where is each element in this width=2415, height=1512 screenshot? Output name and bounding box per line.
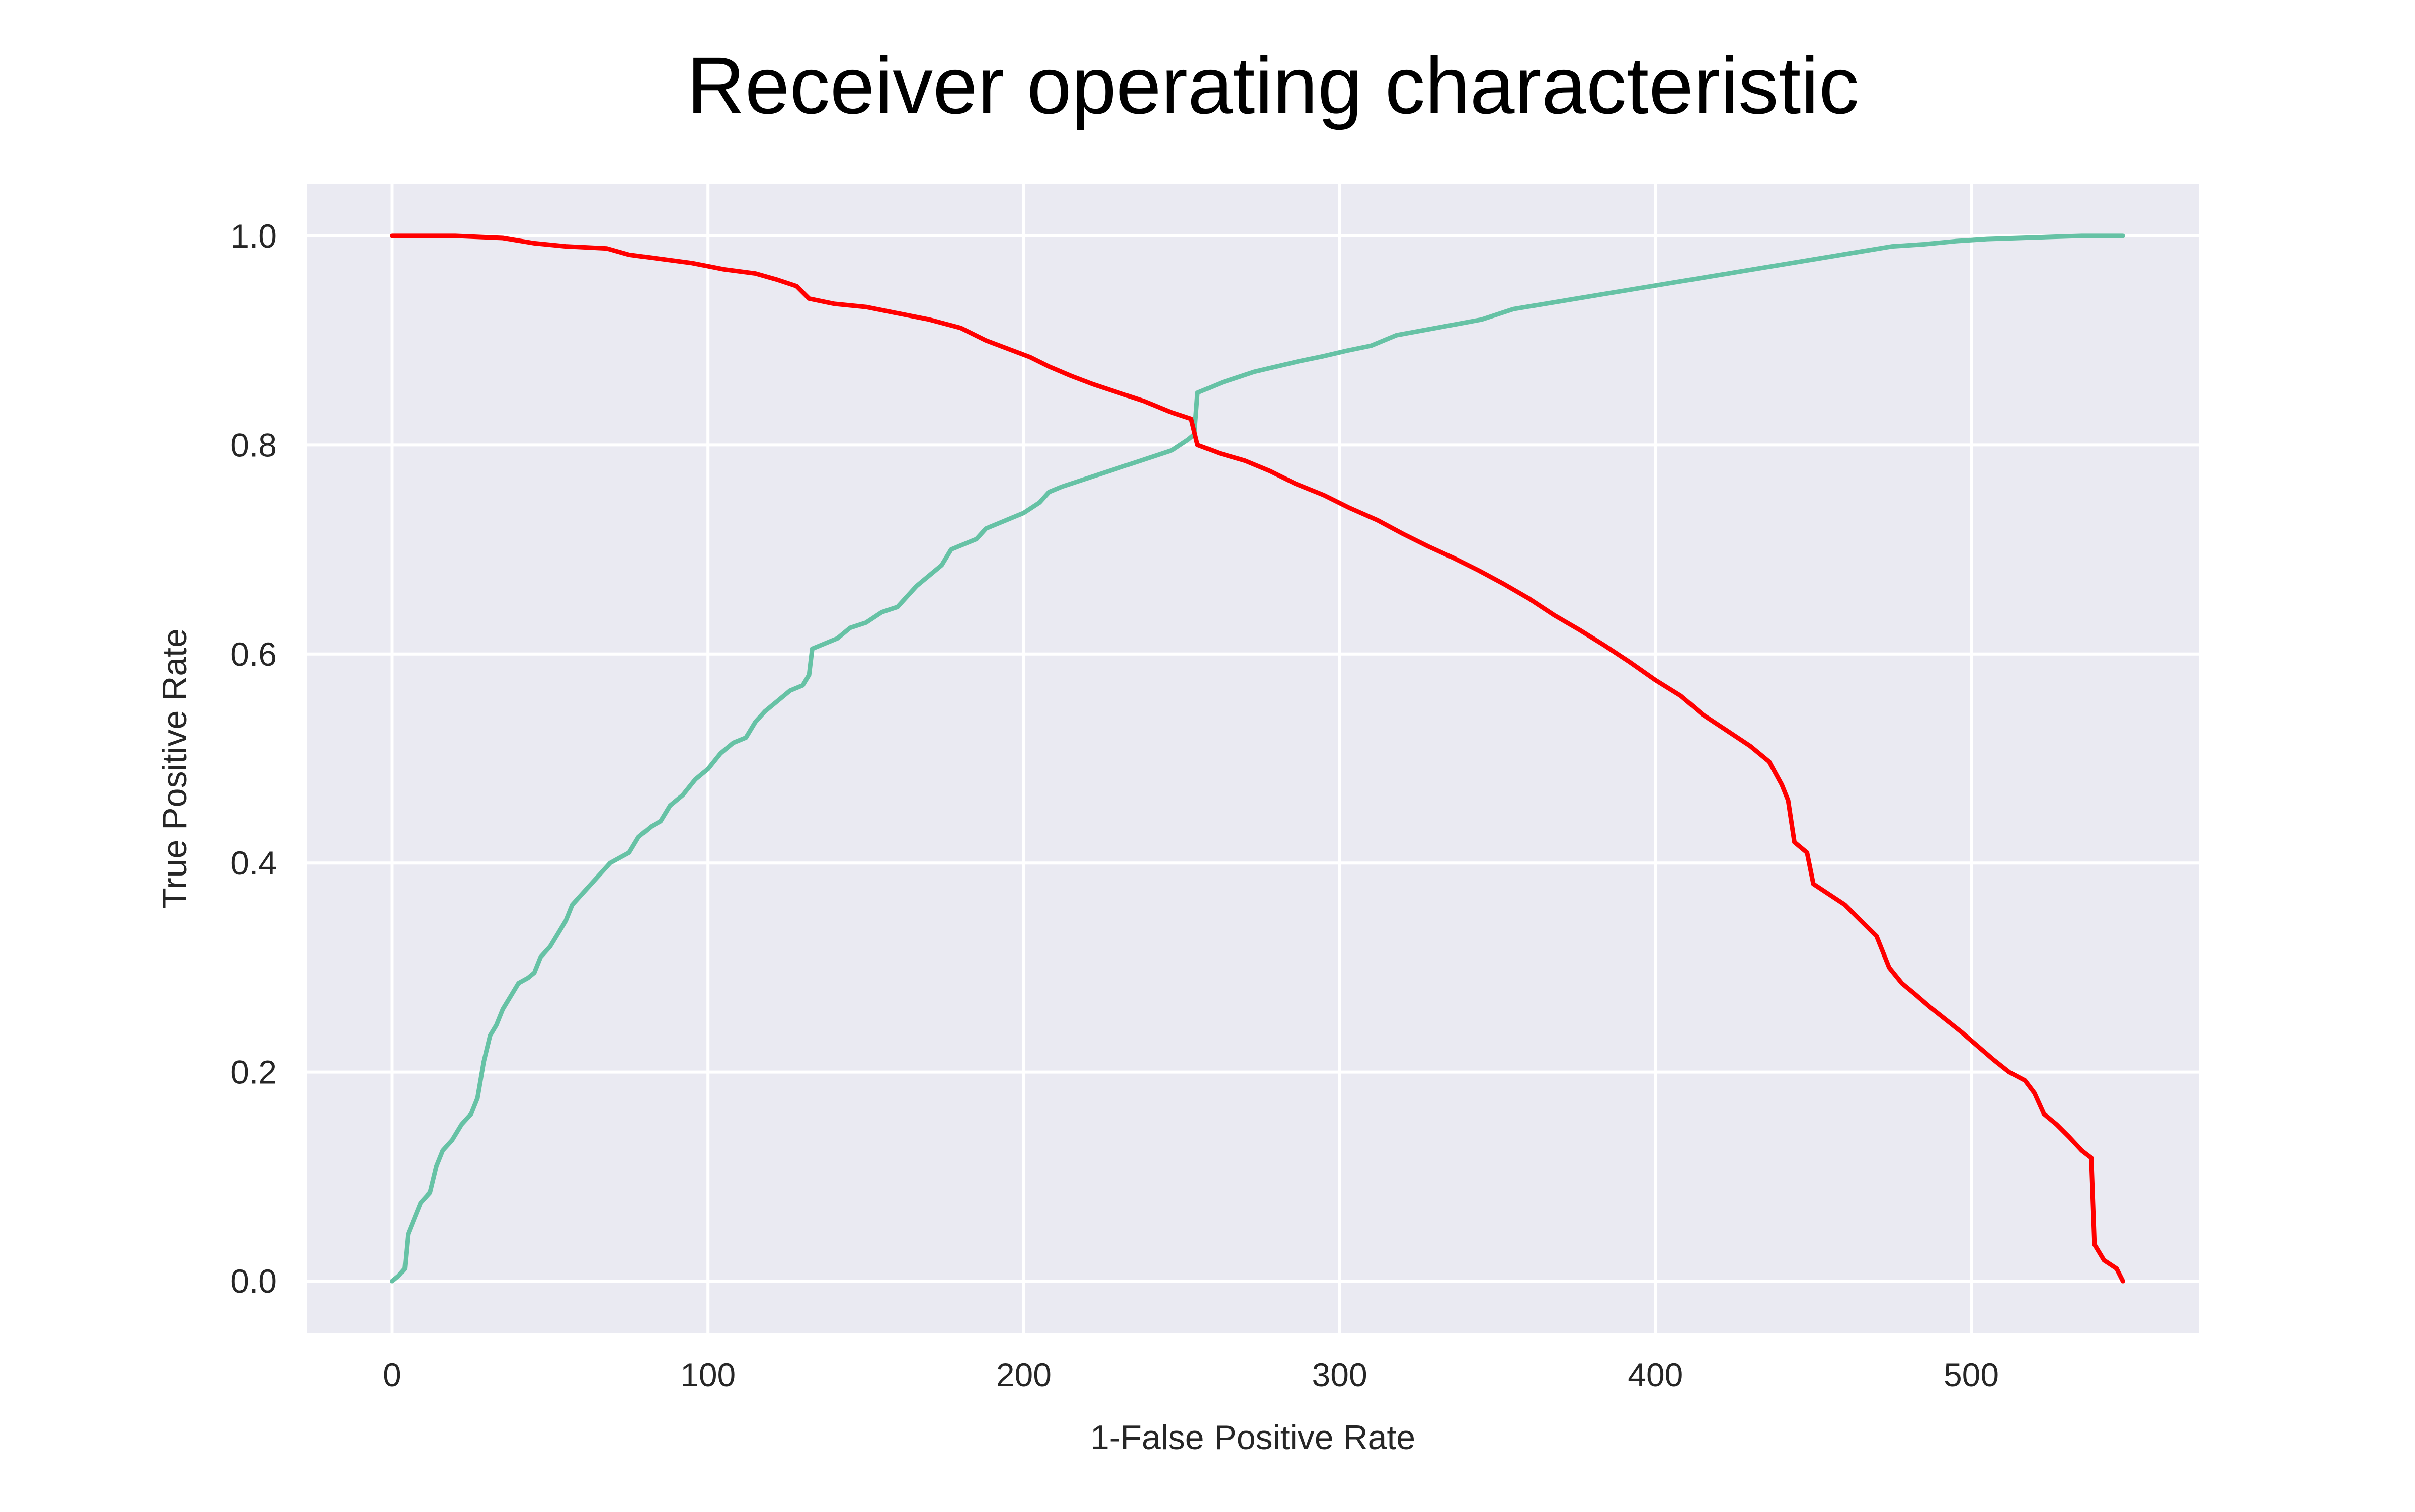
chart-title: Receiver operating characteristic — [687, 40, 1859, 130]
plot-background — [307, 184, 2199, 1333]
y-axis-label: True Positive Rate — [155, 628, 194, 909]
series-layer — [390, 233, 2125, 1284]
series-line-red — [390, 233, 2125, 1284]
y-tick-label: 0.6 — [230, 635, 277, 673]
series-line-green — [390, 233, 2125, 1284]
x-tick-label: 500 — [1944, 1356, 1999, 1393]
x-tick-label: 200 — [996, 1356, 1052, 1393]
x-tick-label: 400 — [1628, 1356, 1683, 1393]
x-tick-label: 100 — [680, 1356, 736, 1393]
x-axis-label: 1-False Positive Rate — [1090, 1418, 1415, 1457]
tick-layer: 0 100 200 300 400 500 0.0 0.2 0.4 0.6 0.8 1.0 — [230, 217, 1999, 1393]
y-tick-label: 0.4 — [230, 844, 277, 882]
y-tick-label: 0.8 — [230, 426, 277, 463]
x-tick-label: 300 — [1312, 1356, 1367, 1393]
x-tick-label: 0 — [383, 1356, 401, 1393]
y-tick-label: 0.2 — [230, 1054, 277, 1091]
grid-layer — [307, 184, 2199, 1333]
y-tick-label: 1.0 — [230, 217, 277, 255]
y-tick-label: 0.0 — [230, 1262, 277, 1300]
